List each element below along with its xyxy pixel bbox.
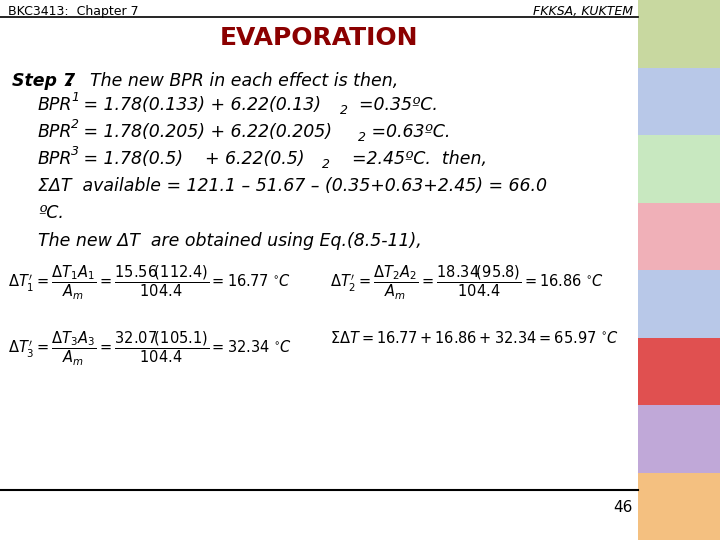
Bar (638, 0, 720, 68)
Bar (638, 68, 720, 135)
Text: 2: 2 (358, 131, 366, 144)
Text: BPR: BPR (38, 96, 73, 114)
Bar (638, 135, 720, 202)
Text: EVAPORATION: EVAPORATION (220, 26, 418, 50)
Text: ΣΔT  available = 121.1 – 51.67 – (0.35+0.63+2.45) = 66.0: ΣΔT available = 121.1 – 51.67 – (0.35+0.… (38, 177, 547, 195)
Text: BPR: BPR (38, 123, 73, 141)
Text: BPR: BPR (38, 150, 73, 168)
Text: = 1.78(0.205) + 6.22(0.205): = 1.78(0.205) + 6.22(0.205) (78, 123, 332, 141)
Text: 2: 2 (340, 104, 348, 117)
Text: FKKSA, KUKTEM: FKKSA, KUKTEM (533, 5, 633, 18)
Bar (638, 338, 720, 405)
Text: The new ΔT  are obtained using Eq.(8.5-11),: The new ΔT are obtained using Eq.(8.5-11… (38, 232, 422, 250)
Text: $\Sigma\Delta T = 16.77 + 16.86 + 32.34 = 65.97\,{^\circ\!C}$: $\Sigma\Delta T = 16.77 + 16.86 + 32.34 … (330, 330, 619, 346)
Text: =0.35ºC.: =0.35ºC. (348, 96, 438, 114)
Text: $\Delta T_3^{\prime} = \dfrac{\Delta T_3 A_3}{A_m} = \dfrac{32.07\!\left(105.1\r: $\Delta T_3^{\prime} = \dfrac{\Delta T_3… (8, 330, 292, 368)
Text: 1: 1 (71, 91, 79, 104)
Text: BKC3413:  Chapter 7: BKC3413: Chapter 7 (8, 5, 139, 18)
Text: =0.63ºC.: =0.63ºC. (366, 123, 451, 141)
Text: 2: 2 (71, 118, 79, 131)
Bar (638, 472, 720, 540)
Text: = 1.78(0.133) + 6.22(0.13): = 1.78(0.133) + 6.22(0.13) (78, 96, 321, 114)
Text: $\Delta T_2^{\prime} = \dfrac{\Delta T_2 A_2}{A_m} = \dfrac{18.34\!\left(95.8\ri: $\Delta T_2^{\prime} = \dfrac{\Delta T_2… (330, 264, 604, 302)
Text: .: . (66, 72, 73, 90)
Bar (638, 202, 720, 270)
Text: = 1.78(0.5)    + 6.22(0.5): = 1.78(0.5) + 6.22(0.5) (78, 150, 305, 168)
Text: =2.45ºC.  then,: =2.45ºC. then, (330, 150, 487, 168)
Bar (638, 405, 720, 472)
Text: Step 7: Step 7 (12, 72, 75, 90)
Text: 3: 3 (71, 145, 79, 158)
Text: The new BPR in each effect is then,: The new BPR in each effect is then, (90, 72, 398, 90)
Text: $\Delta T_1^{\prime} = \dfrac{\Delta T_1 A_1}{A_m} = \dfrac{15.56\!\left(112.4\r: $\Delta T_1^{\prime} = \dfrac{\Delta T_1… (8, 264, 291, 302)
Text: 46: 46 (613, 500, 633, 515)
Text: 2: 2 (322, 158, 330, 171)
Bar (638, 270, 720, 338)
Text: ºC.: ºC. (38, 204, 64, 222)
